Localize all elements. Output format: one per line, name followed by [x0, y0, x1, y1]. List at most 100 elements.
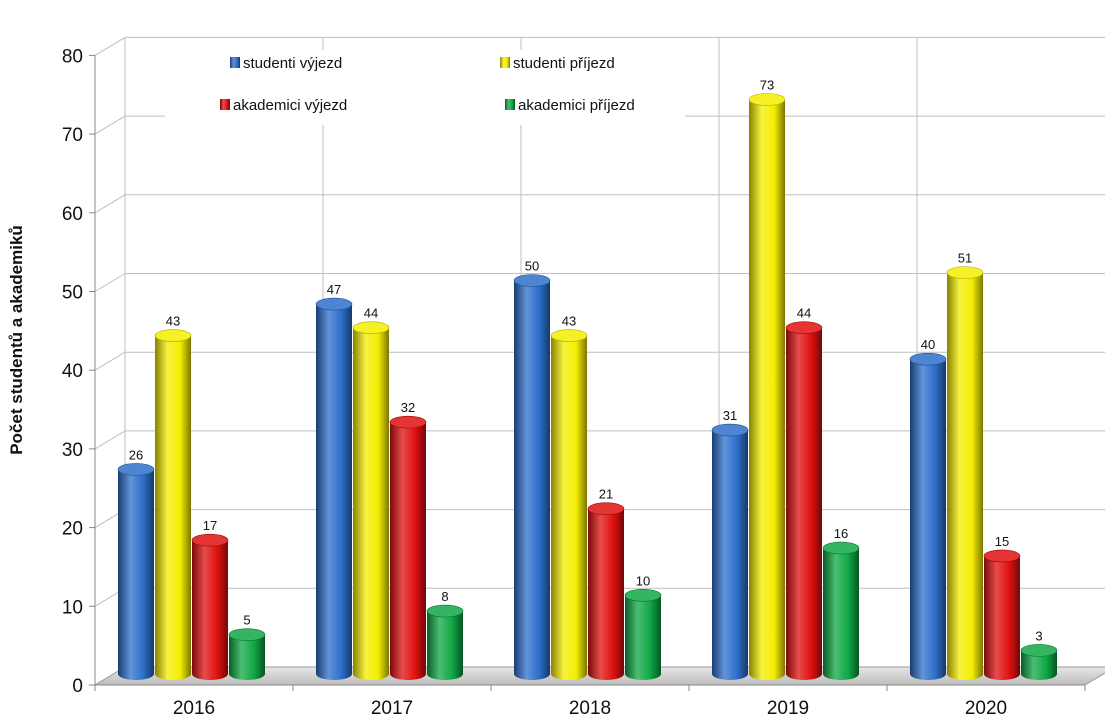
- bar-top: [315, 297, 353, 311]
- legend-label-0: studenti výjezd: [243, 55, 342, 72]
- data-label-2017-2: 32: [401, 400, 415, 415]
- data-label-2018-1: 43: [562, 314, 576, 329]
- bar-2016-1: [154, 329, 192, 680]
- data-label-2016-0: 26: [129, 447, 143, 462]
- y-tick-label: 0: [72, 676, 83, 697]
- data-label-2017-3: 8: [441, 589, 448, 604]
- data-label-2016-3: 5: [243, 613, 250, 628]
- data-label-2019-0: 31: [723, 408, 737, 423]
- bar-2019-1: [748, 93, 786, 681]
- bar-body: [118, 469, 154, 680]
- bar-2018-3: [624, 588, 662, 680]
- data-label-2020-1: 51: [958, 251, 972, 266]
- bar-top: [550, 329, 588, 342]
- y-tick-label: 30: [62, 440, 83, 461]
- bar-body: [229, 634, 265, 680]
- bar-body: [588, 508, 624, 680]
- bar-2018-1: [550, 329, 588, 680]
- data-label-2019-3: 16: [834, 526, 848, 541]
- bar-top: [389, 415, 427, 429]
- y-tick-label: 80: [62, 46, 83, 67]
- data-label-2020-0: 40: [921, 337, 935, 352]
- chart-legend: studenti výjezd studenti příjezd akademici…: [165, 50, 685, 125]
- bar-body: [749, 99, 785, 681]
- y-tick-label: 20: [62, 519, 83, 540]
- bar-2018-0: [513, 274, 551, 680]
- gridline-side: [94, 194, 126, 214]
- legend-swatch-2: [220, 99, 230, 110]
- bar-body: [316, 304, 352, 680]
- data-label-2017-1: 44: [364, 306, 378, 321]
- bar-top: [946, 266, 984, 279]
- bar-body: [192, 540, 228, 680]
- bar-body: [625, 595, 661, 680]
- legend-swatch-0: [230, 57, 240, 68]
- bar-2018-2: [587, 502, 625, 680]
- x-tick-label-2019: 2019: [767, 698, 809, 719]
- chart-data-labels: 26 43 17 5 47 44 32 8 50 43 21 10 31 73 44 16 40 51 15 3: [129, 77, 1043, 643]
- data-label-2019-1: 73: [760, 77, 774, 92]
- bar-body: [786, 327, 822, 680]
- bar-2016-0: [117, 463, 155, 680]
- data-label-2018-3: 10: [636, 573, 650, 588]
- bar-body: [353, 327, 389, 680]
- legend-swatch-3: [505, 99, 515, 110]
- bar-2020-2: [983, 549, 1021, 680]
- bar-top: [785, 321, 823, 335]
- bar-body: [427, 611, 463, 680]
- bar-2019-3: [822, 541, 860, 680]
- data-label-2019-2: 44: [797, 306, 811, 321]
- bar-top: [1020, 644, 1058, 657]
- bar-2020-1: [946, 266, 984, 680]
- data-label-2018-2: 21: [599, 487, 613, 502]
- gridline-side: [94, 36, 126, 56]
- bar-top: [117, 463, 155, 476]
- data-label-2016-2: 17: [203, 518, 217, 533]
- data-label-2016-1: 43: [166, 314, 180, 329]
- legend-label-3: akademici příjezd: [518, 97, 635, 114]
- y-tick-label: 70: [62, 125, 83, 146]
- bar-2020-3: [1020, 644, 1058, 680]
- bar-top: [513, 274, 551, 287]
- x-tick-label-2020: 2020: [965, 698, 1007, 719]
- bar-body: [1021, 650, 1057, 680]
- bar-top: [748, 93, 786, 106]
- bar-2019-2: [785, 321, 823, 680]
- y-axis-label: Počet studentů a akademiků: [7, 225, 26, 455]
- bar-2017-2: [389, 415, 427, 680]
- bar-top: [983, 549, 1021, 563]
- bar-top: [352, 321, 390, 335]
- chart-axes: 0 10 20 30 40 50 60 70 80 2016 2017 2018 2019 2020: [62, 46, 1086, 719]
- y-tick-label: 50: [62, 283, 83, 304]
- gridline-side: [94, 273, 126, 292]
- bar-2020-0: [909, 352, 947, 680]
- bar-top: [822, 541, 860, 555]
- gridline-side: [94, 115, 126, 135]
- bar-top: [587, 502, 625, 516]
- legend-swatch-1: [500, 57, 510, 68]
- bar-2017-0: [315, 297, 353, 680]
- legend-box: [165, 50, 685, 125]
- bar-body: [390, 422, 426, 680]
- bar-body: [155, 335, 191, 680]
- x-tick-label-2016: 2016: [173, 698, 215, 719]
- bar-top: [154, 329, 192, 342]
- bar-body: [551, 335, 587, 680]
- bar-top: [909, 352, 947, 366]
- bar-2017-1: [352, 321, 390, 680]
- chart-bars: [117, 93, 1058, 681]
- gridline-side: [94, 430, 126, 450]
- bar-body: [910, 359, 946, 680]
- data-label-2020-3: 3: [1035, 628, 1042, 643]
- bar-body: [514, 280, 550, 680]
- x-tick-label-2017: 2017: [371, 698, 413, 719]
- y-tick-label: 40: [62, 361, 83, 382]
- bar-top: [711, 423, 749, 437]
- data-label-2018-0: 50: [525, 259, 539, 274]
- data-label-2017-0: 47: [327, 282, 341, 297]
- bar-body: [712, 430, 748, 680]
- bar-top: [191, 533, 229, 547]
- legend-label-2: akademici výjezd: [233, 97, 347, 114]
- bar-top: [624, 588, 662, 602]
